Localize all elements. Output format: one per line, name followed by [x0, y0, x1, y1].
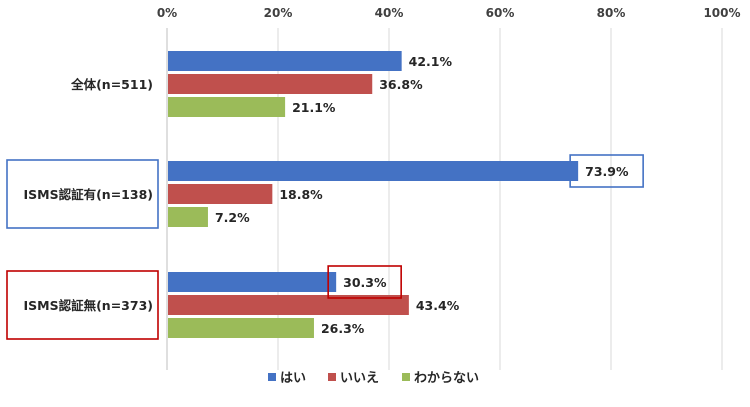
bar — [168, 184, 273, 204]
category-labels: 全体(n=511) ISMS認証有(n=138) ISMS認証無(n=373) — [6, 77, 159, 340]
data-labels: 42.1% 36.8% 21.1% 73.9% 18.8% 7.2% 30.3% 43.4% 2… — [215, 54, 644, 336]
legend-label: わからない — [414, 371, 479, 386]
x-axis-ticks: 0% 20% 40% 60% 80% 100% — [157, 6, 741, 20]
legend-label: はい — [280, 371, 306, 386]
legend-swatch — [268, 373, 276, 381]
legend-swatch — [328, 373, 336, 381]
legend-swatch — [402, 373, 410, 381]
x-tick-label: 0% — [157, 6, 177, 20]
x-tick-label: 20% — [264, 6, 293, 20]
bar — [168, 97, 286, 117]
bar — [168, 74, 373, 94]
category-label: 全体(n=511) — [70, 77, 153, 92]
bars — [168, 51, 579, 338]
bar — [168, 318, 314, 338]
bar — [168, 272, 337, 292]
x-tick-label: 40% — [375, 6, 404, 20]
data-label: 42.1% — [409, 54, 453, 69]
data-label: 30.3% — [343, 275, 387, 290]
bar — [168, 161, 579, 181]
x-tick-label: 100% — [703, 6, 740, 20]
category-label: ISMS認証有(n=138) — [24, 187, 154, 202]
bar — [168, 51, 402, 71]
data-label: 26.3% — [321, 321, 365, 336]
bar — [168, 207, 208, 227]
data-label: 18.8% — [279, 187, 323, 202]
category-label: ISMS認証無(n=373) — [24, 298, 154, 313]
data-label: 36.8% — [379, 77, 423, 92]
data-label: 7.2% — [215, 210, 250, 225]
data-label: 73.9% — [585, 164, 629, 179]
legend-label: いいえ — [340, 371, 379, 386]
data-label: 43.4% — [416, 298, 460, 313]
x-tick-label: 80% — [597, 6, 626, 20]
value-highlight-box — [327, 265, 402, 299]
value-highlight-box — [569, 154, 644, 188]
category-highlight-box — [6, 270, 159, 340]
category-highlight-box — [6, 159, 159, 229]
bar — [168, 295, 409, 315]
data-label: 21.1% — [292, 100, 336, 115]
x-tick-label: 60% — [486, 6, 515, 20]
legend: はい いいえ わからない — [268, 371, 479, 386]
